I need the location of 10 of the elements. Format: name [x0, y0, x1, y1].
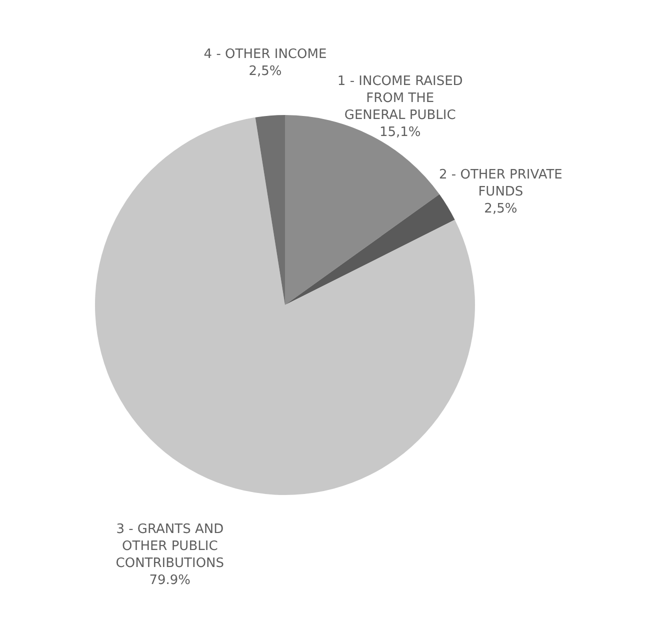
slice-label: 2 - OTHER PRIVATE FUNDS: [439, 168, 562, 200]
data-label: 2,5%: [248, 64, 282, 79]
data-label: 2,5%: [484, 202, 518, 217]
slice-label: 4 - OTHER INCOME: [204, 46, 327, 62]
data-label: 79.9%: [149, 573, 191, 588]
data-label: 15,1%: [379, 124, 421, 140]
pie-slice: [255, 115, 285, 305]
pie-slice: [285, 194, 455, 305]
slice-label: 3 - GRANTS AND OTHER PUBLIC CONTRIBUTIONS: [116, 522, 224, 572]
slice-label: 1 - INCOME RAISED FROM THE GENERAL PUBLIC: [337, 74, 463, 123]
